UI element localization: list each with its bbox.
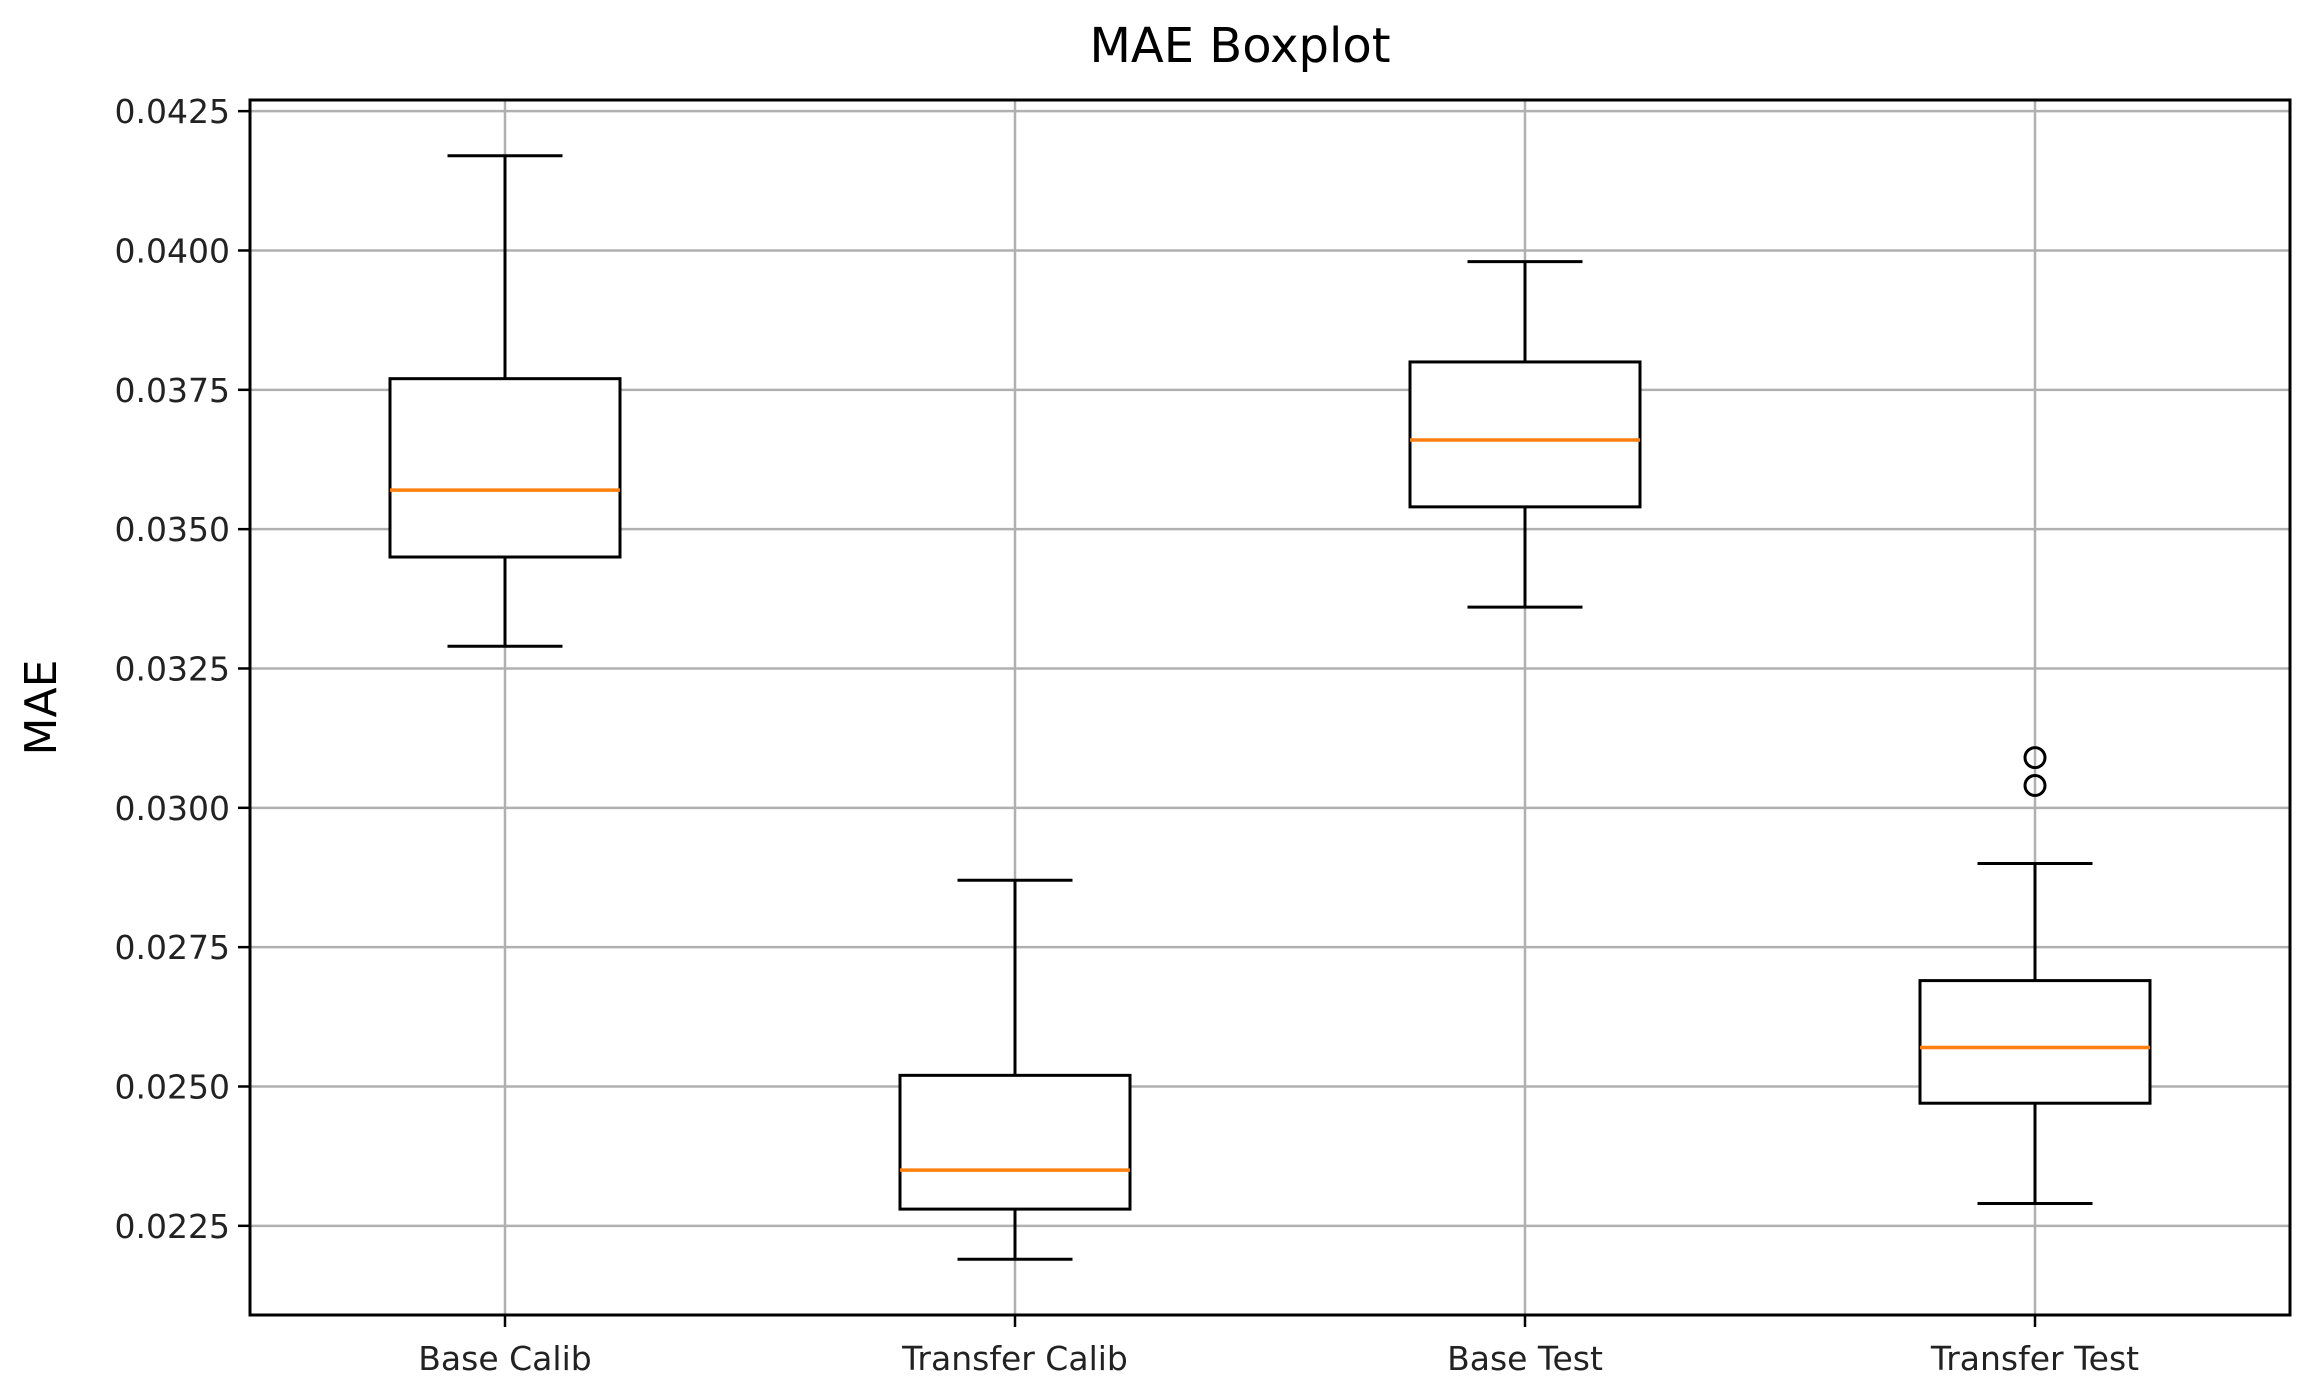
y-axis-label: MAE xyxy=(16,660,67,756)
y-tick-label: 0.0400 xyxy=(115,231,230,270)
y-tick-label: 0.0250 xyxy=(115,1067,230,1106)
box xyxy=(388,377,622,559)
x-tick-label: Transfer Test xyxy=(1930,1339,2139,1378)
y-tick-label: 0.0425 xyxy=(115,92,230,131)
plot-frame xyxy=(248,98,2292,1317)
box xyxy=(898,1073,1132,1211)
outlier-point xyxy=(2023,774,2047,798)
grid-layer xyxy=(250,100,2290,1315)
y-tick-label: 0.0325 xyxy=(115,649,230,688)
y-tick-label: 0.0350 xyxy=(115,510,230,549)
y-tick-label: 0.0300 xyxy=(115,789,230,828)
x-tick-label: Transfer Calib xyxy=(901,1339,1128,1378)
chart-title: MAE Boxplot xyxy=(1089,18,1390,74)
x-tick-label: Base Calib xyxy=(418,1339,591,1378)
y-tick-label: 0.0275 xyxy=(115,928,230,967)
box xyxy=(1918,979,2152,1105)
x-tick-label: Base Test xyxy=(1447,1339,1603,1378)
ticks-layer: 0.0225 0.0250 0.0275 0.0300 0.0325 0.0350 0.03… xyxy=(115,92,2140,1378)
box xyxy=(1408,360,1642,509)
y-tick-label: 0.0375 xyxy=(115,371,230,410)
outlier-point xyxy=(2023,746,2047,770)
boxes-layer xyxy=(388,154,2152,1261)
y-tick-label: 0.0225 xyxy=(115,1207,230,1246)
